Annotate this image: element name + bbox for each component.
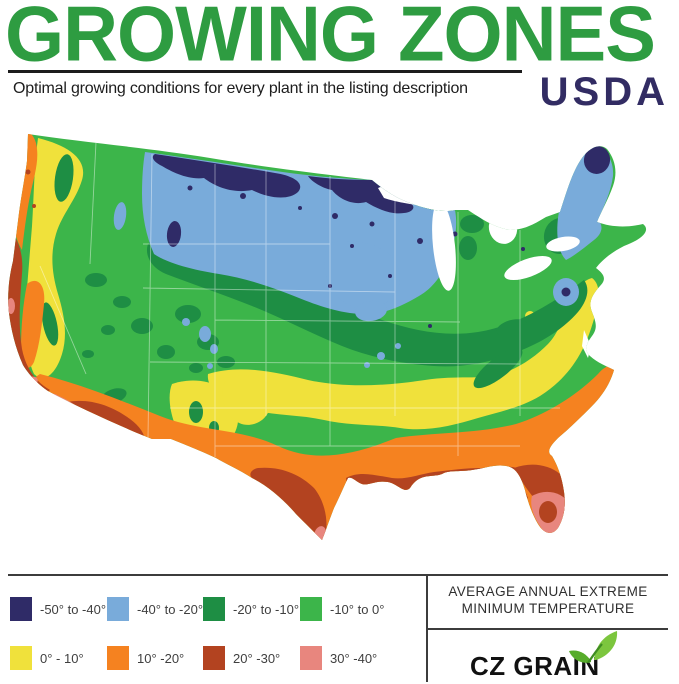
- state-borders: [39, 141, 560, 457]
- usda-zone-map: [8, 134, 647, 540]
- usda-label: USDA: [539, 70, 669, 114]
- legend-swatch: [107, 646, 129, 670]
- legend-label: -40° to -20°: [137, 601, 204, 617]
- legend-item: -40° to -20°: [107, 597, 203, 621]
- legend-item: -10° to 0°: [300, 597, 384, 621]
- legend-item: 30° -40°: [300, 646, 377, 670]
- legend-swatch: [300, 646, 322, 670]
- panel-bottom-divider: [426, 628, 668, 630]
- legend-item: 10° -20°: [107, 646, 184, 670]
- legend-label: -50° to -40°: [40, 601, 107, 617]
- legend-swatch: [300, 597, 322, 621]
- legend-label: -20° to -10°: [233, 601, 300, 617]
- legend-swatch: [203, 646, 225, 670]
- legend-item: 0° - 10°: [10, 646, 84, 670]
- panel-caption-line1: AVERAGE ANNUAL EXTREME: [448, 584, 648, 599]
- legend-item: -20° to -10°: [203, 597, 299, 621]
- zone-minus50-minus40-regions: [152, 146, 611, 328]
- legend-item: -50° to -40°: [10, 597, 106, 621]
- panel-caption: AVERAGE ANNUAL EXTREME MINIMUM TEMPERATU…: [428, 583, 668, 617]
- legend-label: 20° -30°: [233, 650, 281, 666]
- legend-swatch: [203, 597, 225, 621]
- sprout-leaves-icon: [569, 631, 618, 663]
- legend-swatch: [10, 597, 32, 621]
- subtitle: Optimal growing conditions for every pla…: [13, 80, 468, 97]
- legend-swatch: [10, 646, 32, 670]
- panel-caption-line2: MINIMUM TEMPERATURE: [461, 601, 635, 616]
- title-divider: [8, 70, 522, 73]
- legend-label: 10° -20°: [137, 650, 185, 666]
- legend-item: 20° -30°: [203, 646, 280, 670]
- zone-20-30-florida-inner: [539, 501, 557, 523]
- legend-label: 0° - 10°: [40, 650, 84, 666]
- footer-top-divider: [8, 574, 668, 576]
- legend-swatch: [107, 597, 129, 621]
- legend-label: 30° -40°: [330, 650, 378, 666]
- legend-label: -10° to 0°: [330, 601, 385, 617]
- page-title: GROWING ZONES: [5, 0, 656, 78]
